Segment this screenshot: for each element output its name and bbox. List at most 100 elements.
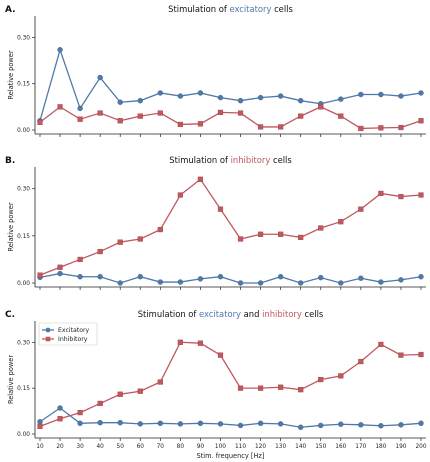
point-exc [297,97,304,104]
point-exc [398,93,404,99]
point-exc [277,93,284,99]
point-inh [338,373,344,379]
series-line-exc [39,47,422,121]
point-inh [157,110,163,116]
legend: Excitatory Inhibitory [38,322,98,346]
series-line-inh [39,178,422,276]
point-inh [77,116,83,122]
legend-marker-exc [45,327,51,333]
x-tick-label: 10 [36,444,44,450]
point-inh [237,236,244,242]
point-exc [97,419,103,426]
point-exc [378,423,384,429]
y-tick-label: 0.30 [17,35,30,41]
point-exc [197,90,204,96]
point-exc [37,419,43,425]
point-inh [37,272,43,278]
series-line-inh [39,341,422,427]
point-exc [257,280,264,286]
point-exc [237,97,244,104]
point-inh [378,341,384,348]
point-inh [237,110,244,116]
point-inh [278,384,284,390]
x-axis-label: Stim. frequency [Hz] [197,452,265,460]
point-inh [318,225,324,231]
point-inh [418,192,424,198]
panel-letter: B. [5,156,15,166]
point-exc [177,279,184,285]
point-exc [157,420,164,426]
legend-label-inh: Inhibitory [58,336,88,343]
point-inh [177,339,183,345]
point-inh [77,256,83,263]
point-inh [398,352,404,358]
point-exc [277,421,284,427]
point-exc [297,280,304,286]
point-exc [77,105,83,112]
point-inh [358,358,364,365]
x-tick-label: 110 [235,444,246,450]
y-tick-label: 0.00 [17,128,30,134]
point-exc [378,279,384,285]
point-inh [237,385,244,391]
point-exc [318,422,324,429]
x-tick-label: 150 [315,444,326,450]
point-inh [358,206,364,212]
point-inh [217,109,224,116]
point-inh [57,104,63,110]
point-inh [197,176,204,182]
title-part-0: Stimulation of [138,309,199,319]
point-inh [197,340,204,346]
point-exc [398,422,404,428]
point-exc [277,274,284,280]
point-exc [318,274,324,281]
point-inh [57,416,63,422]
point-inh [318,104,324,110]
x-tick-label: 60 [137,444,145,450]
point-exc [257,420,264,426]
point-exc [297,424,304,430]
point-inh [217,206,224,212]
point-exc [217,421,224,427]
point-exc [418,90,424,96]
title-part-2: cells [270,155,291,165]
series-line-inh [39,106,422,130]
x-tick-label: 200 [415,444,426,450]
point-exc [237,280,244,286]
point-inh [418,351,424,358]
point-inh [257,231,264,237]
y-tick-label: 0.00 [17,432,30,438]
x-tick-label: 170 [355,444,366,450]
title-part-0: Stimulation of [169,155,230,165]
title-part-1: excitatory [199,309,241,319]
x-tick-label: 100 [215,444,226,450]
point-inh [137,113,143,119]
point-exc [237,422,244,429]
point-inh [298,234,304,241]
point-exc [117,99,123,105]
legend-marker-inh [45,336,51,342]
point-inh [137,388,143,394]
point-inh [77,410,83,416]
x-tick-label: 160 [335,444,346,450]
point-exc [157,279,164,285]
point-inh [177,192,183,198]
point-inh [298,387,304,393]
point-inh [298,113,304,119]
point-exc [338,280,344,286]
point-exc [217,94,224,101]
point-exc [378,91,384,98]
point-inh [97,110,103,116]
x-tick-label: 50 [117,444,125,450]
point-exc [57,270,63,277]
point-exc [57,405,63,411]
title-part-2: and [241,309,262,319]
x-tick-label: 90 [197,444,205,450]
point-exc [97,74,103,81]
point-inh [137,236,143,242]
point-inh [338,113,344,119]
y-tick-label: 0.30 [17,340,30,346]
point-exc [338,96,344,102]
panel-letter: C. [5,310,15,320]
